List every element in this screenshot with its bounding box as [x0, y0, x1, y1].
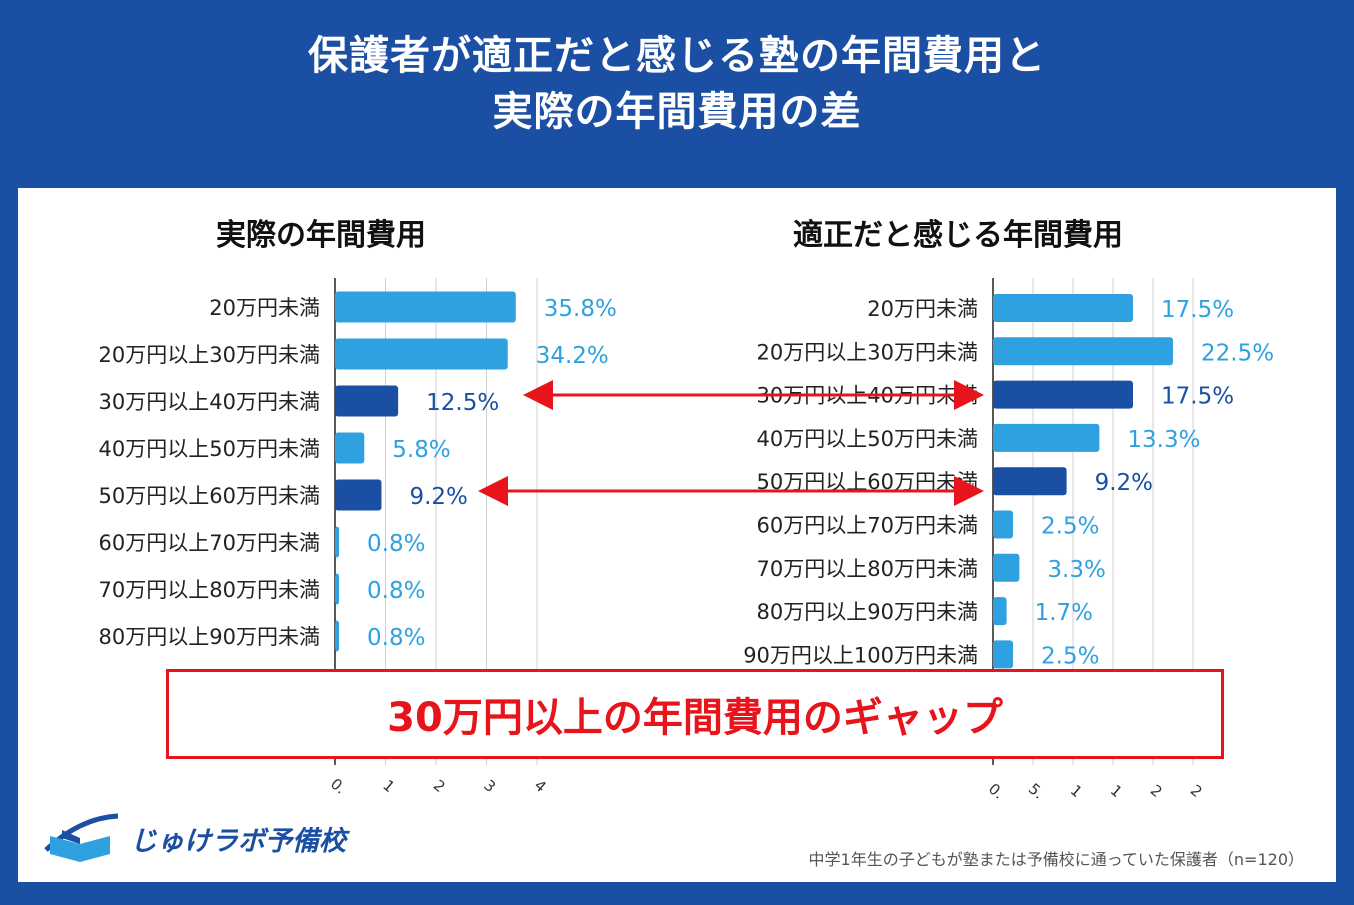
bar-0-5	[335, 526, 340, 558]
bar-1-2	[993, 380, 1133, 409]
value-label-0-7: 0.8%	[367, 625, 425, 651]
value-label-1-4: 9.2%	[1095, 470, 1153, 496]
title-line-2: 実際の年間費用の差	[492, 89, 862, 135]
value-label-1-3: 13.3%	[1127, 427, 1200, 453]
category-label-0-5: 60万円以上70万円未満	[99, 531, 320, 555]
bar-0-7	[335, 620, 340, 652]
category-label-0-2: 30万円以上40万円未満	[99, 390, 320, 414]
x-tick-label-1-5: 2	[1187, 781, 1206, 801]
bar-0-0	[335, 291, 516, 323]
value-label-1-1: 22.5%	[1201, 340, 1274, 366]
bar-0-2	[335, 385, 399, 417]
category-label-1-3: 40万円以上50万円未満	[757, 427, 978, 451]
category-label-1-8: 90万円以上100万円未満	[743, 643, 978, 667]
value-label-1-0: 17.5%	[1161, 297, 1234, 323]
value-label-0-3: 5.8%	[392, 437, 450, 463]
title-line-1: 保護者が適正だと感じる塾の年間費用と	[308, 33, 1046, 79]
book-icon	[44, 813, 119, 862]
bar-1-3	[993, 423, 1100, 452]
value-label-1-6: 3.3%	[1047, 557, 1105, 583]
gap-callout: 30万円以上の年間費用のギャップ	[166, 669, 1224, 759]
bar-1-7	[993, 597, 1007, 626]
value-label-1-5: 2.5%	[1041, 514, 1099, 540]
category-label-0-1: 20万円以上30万円未満	[99, 343, 320, 367]
value-label-1-7: 1.7%	[1035, 600, 1093, 626]
bar-1-0	[993, 294, 1133, 322]
value-label-0-5: 0.8%	[367, 531, 425, 557]
category-label-0-3: 40万円以上50万円未満	[99, 437, 320, 461]
left-chart-title: 実際の年間費用	[216, 218, 426, 253]
x-tick-label-0-0: 0.	[327, 775, 350, 798]
x-tick-label-0-3: 3	[480, 776, 499, 796]
bar-0-1	[335, 338, 508, 370]
value-label-0-0: 35.8%	[544, 296, 617, 322]
footnote: 中学1年生の子どもが塾または予備校に通っていた保護者（n=120）	[808, 850, 1304, 869]
bar-1-8	[993, 640, 1013, 669]
category-label-1-0: 20万円未満	[867, 297, 978, 321]
category-label-0-7: 80万円以上90万円未満	[99, 625, 320, 649]
bar-1-6	[993, 553, 1020, 582]
value-label-0-6: 0.8%	[367, 578, 425, 604]
bar-1-1	[993, 337, 1173, 366]
x-tick-label-0-1: 1	[379, 776, 398, 796]
x-tick-label-0-2: 2	[430, 776, 449, 796]
category-label-1-5: 60万円以上70万円未満	[757, 514, 978, 538]
category-label-0-4: 50万円以上60万円未満	[99, 484, 320, 508]
bar-0-4	[335, 479, 382, 511]
bar-1-5	[993, 510, 1013, 539]
bar-0-6	[335, 573, 340, 605]
value-label-1-2: 17.5%	[1161, 384, 1234, 410]
value-label-1-8: 2.5%	[1041, 643, 1099, 669]
logo-text: じゅけラボ予備校	[130, 825, 346, 857]
right-chart-title: 適正だと感じる年間費用	[793, 218, 1123, 253]
value-label-0-4: 9.2%	[409, 484, 467, 510]
x-tick-label-1-1: 5.	[1025, 780, 1048, 803]
gap-callout-text: 30万円以上の年間費用のギャップ	[387, 695, 1003, 741]
category-label-1-7: 80万円以上90万円未満	[757, 600, 978, 624]
brand-logo: じゅけラボ予備校	[40, 810, 346, 866]
category-label-0-6: 70万円以上80万円未満	[99, 578, 320, 602]
bar-1-4	[993, 467, 1067, 496]
category-label-1-1: 20万円以上30万円未満	[757, 340, 978, 364]
x-tick-label-1-4: 2	[1147, 781, 1166, 801]
category-label-0-0: 20万円未満	[209, 296, 320, 320]
x-tick-label-1-3: 1	[1107, 781, 1126, 801]
category-label-1-6: 70万円以上80万円未満	[757, 557, 978, 581]
x-tick-label-1-2: 1	[1067, 781, 1086, 801]
page-title: 保護者が適正だと感じる塾の年間費用と 実際の年間費用の差	[0, 28, 1354, 140]
x-tick-label-1-0: 0.	[985, 780, 1008, 803]
x-tick-label-0-4: 4	[531, 776, 550, 796]
value-label-0-2: 12.5%	[426, 390, 499, 416]
bar-0-3	[335, 432, 365, 464]
value-label-0-1: 34.2%	[536, 343, 609, 369]
